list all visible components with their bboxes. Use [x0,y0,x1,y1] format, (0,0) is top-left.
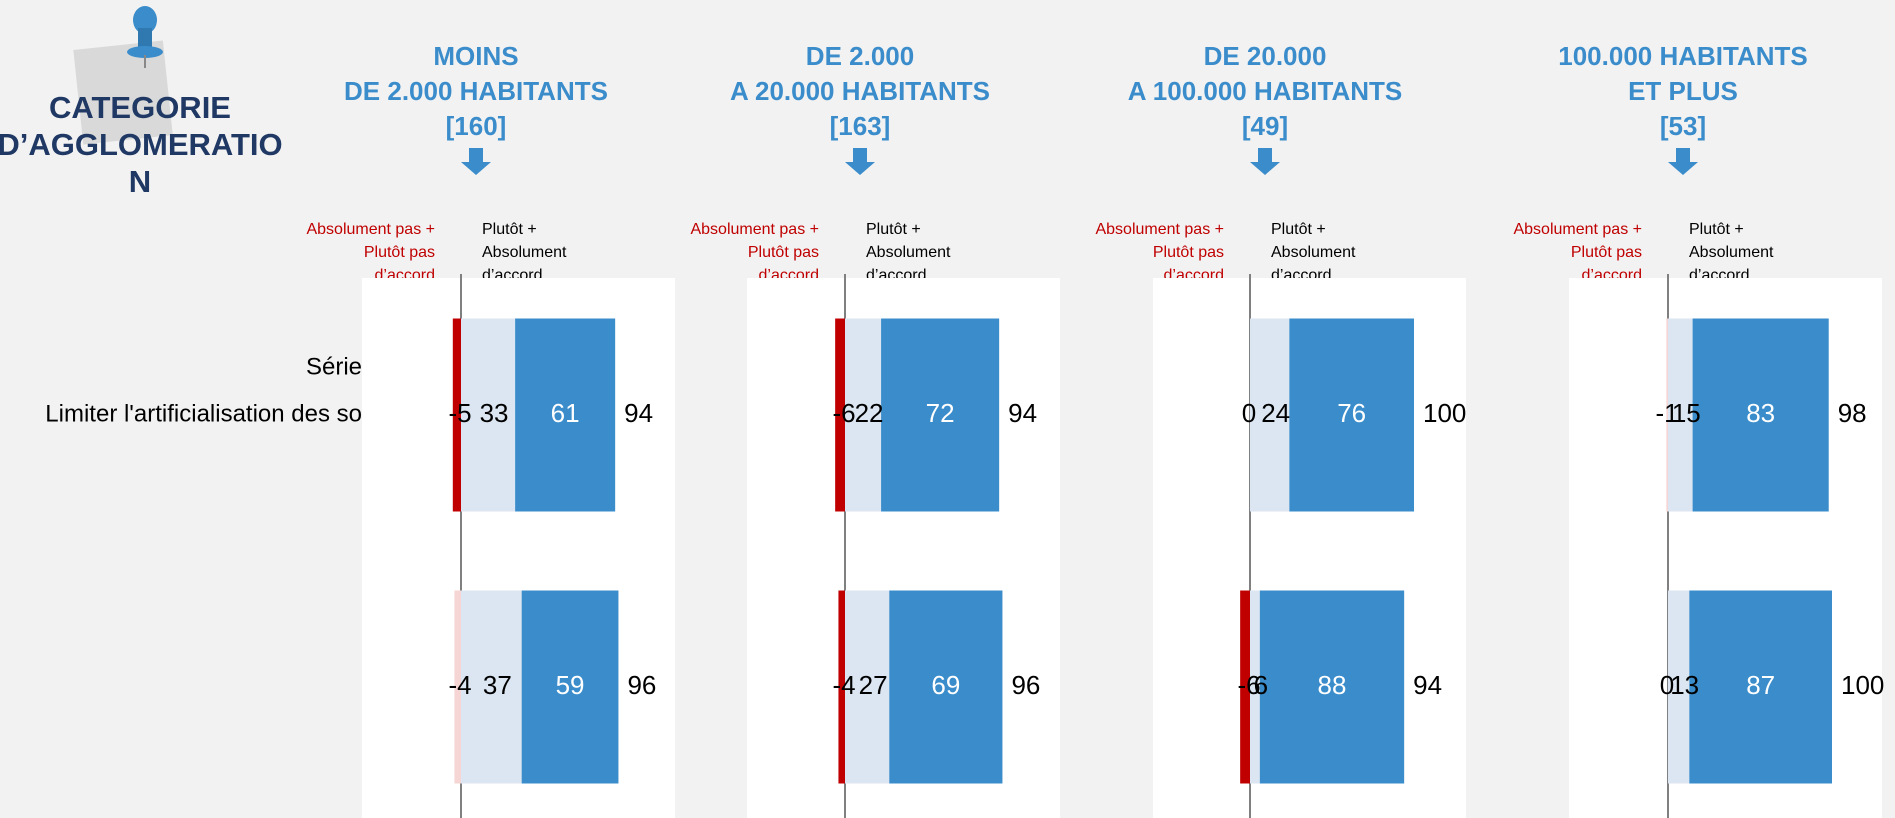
label-plutot: 37 [483,670,512,700]
label-absolument: 59 [556,670,585,700]
legend-negative: Absolument pas + [1095,221,1224,238]
bar-absolument [881,318,1000,512]
bar-absolument [515,318,616,512]
down-arrow [845,148,875,175]
label-negative: -4 [448,670,471,700]
row-label: Limiter l'artificialisation des so [45,400,362,427]
legend-positive: Plutôt + [866,221,921,238]
panel-header: [160] [446,111,507,141]
legend-positive: Plutôt + [482,221,537,238]
label-plutot: 27 [859,670,888,700]
legend-negative: Absolument pas + [690,221,819,238]
bar-plutot [461,318,516,512]
label-total: 96 [1011,670,1040,700]
legend-negative: Plutôt pas [1153,244,1224,261]
label-total: 96 [627,670,656,700]
bar-plutot [1250,318,1290,512]
bar-absolument [1689,590,1832,784]
label-absolument: 72 [926,398,955,428]
legend-negative: Absolument pas + [1513,221,1642,238]
bar-absolument [521,590,619,784]
title: N [129,164,151,199]
panel-header: DE 2.000 HABITANTS [344,76,608,106]
label-total: 94 [624,398,653,428]
row-label: Série [306,353,362,380]
legend-positive: Plutôt + [1271,221,1326,238]
legend-positive: Absolument [482,244,567,261]
label-total: 100 [1423,398,1466,428]
label-negative: 0 [1660,670,1674,700]
bar-negative [838,590,845,784]
bar-plutot [845,318,882,512]
down-arrow [1668,148,1698,175]
panel-header: [163] [830,111,891,141]
bar-absolument [889,590,1003,784]
bar-negative [1240,590,1250,784]
bar-negative [1666,318,1668,512]
label-absolument: 88 [1318,670,1347,700]
panel-header: MOINS [433,41,518,71]
legend-negative: Plutôt pas [1571,244,1642,261]
panel-header: [49] [1242,111,1288,141]
bar-plutot [1668,318,1693,512]
panel-header: DE 2.000 [806,41,914,71]
bar-absolument [1289,318,1414,512]
label-plutot: 24 [1261,398,1290,428]
label-absolument: 76 [1337,398,1366,428]
label-absolument: 87 [1746,670,1775,700]
bar-plutot [461,590,522,784]
legend-positive: Absolument [1689,244,1774,261]
legend-positive: Absolument [866,244,951,261]
label-plutot: 15 [1672,398,1701,428]
title: CATEGORIE [49,90,231,125]
label-negative: -1 [1655,398,1678,428]
label-plutot: 13 [1670,670,1699,700]
down-arrow [1250,148,1280,175]
bar-plutot [1250,590,1260,784]
bar-absolument [1692,318,1829,512]
down-arrow [461,148,491,175]
label-total: 100 [1841,670,1884,700]
label-total: 94 [1413,670,1442,700]
legend-positive: Plutôt + [1689,221,1744,238]
legend-negative: Plutôt pas [748,244,819,261]
legend-negative: Plutôt pas [364,244,435,261]
panel-header: A 100.000 HABITANTS [1128,76,1403,106]
label-plutot: 33 [480,398,509,428]
bar-plutot [1668,590,1690,784]
label-negative: -6 [832,398,855,428]
title: D’AGGLOMERATIO [0,127,283,162]
panel-header: A 20.000 HABITANTS [730,76,990,106]
legend-negative: Absolument pas + [306,221,435,238]
label-plutot: 6 [1254,670,1268,700]
bar-negative [454,590,461,784]
label-absolument: 61 [551,398,580,428]
bar-negative [835,318,845,512]
bar-negative [452,318,461,512]
bar-plutot [845,590,890,784]
bar-absolument [1259,590,1405,784]
panel-header: DE 20.000 [1204,41,1327,71]
label-negative: 0 [1242,398,1256,428]
legend-positive: Absolument [1271,244,1356,261]
label-total: 94 [1008,398,1037,428]
label-absolument: 69 [931,670,960,700]
label-plutot: 22 [855,398,884,428]
label-total: 98 [1838,398,1867,428]
panel-header: [53] [1660,111,1706,141]
label-negative: -4 [832,670,855,700]
label-absolument: 83 [1746,398,1775,428]
label-negative: -5 [448,398,471,428]
pushpin-icon [73,6,173,145]
label-negative: -6 [1237,670,1260,700]
panel-header: 100.000 HABITANTS [1558,41,1808,71]
panel-header: ET PLUS [1628,76,1738,106]
